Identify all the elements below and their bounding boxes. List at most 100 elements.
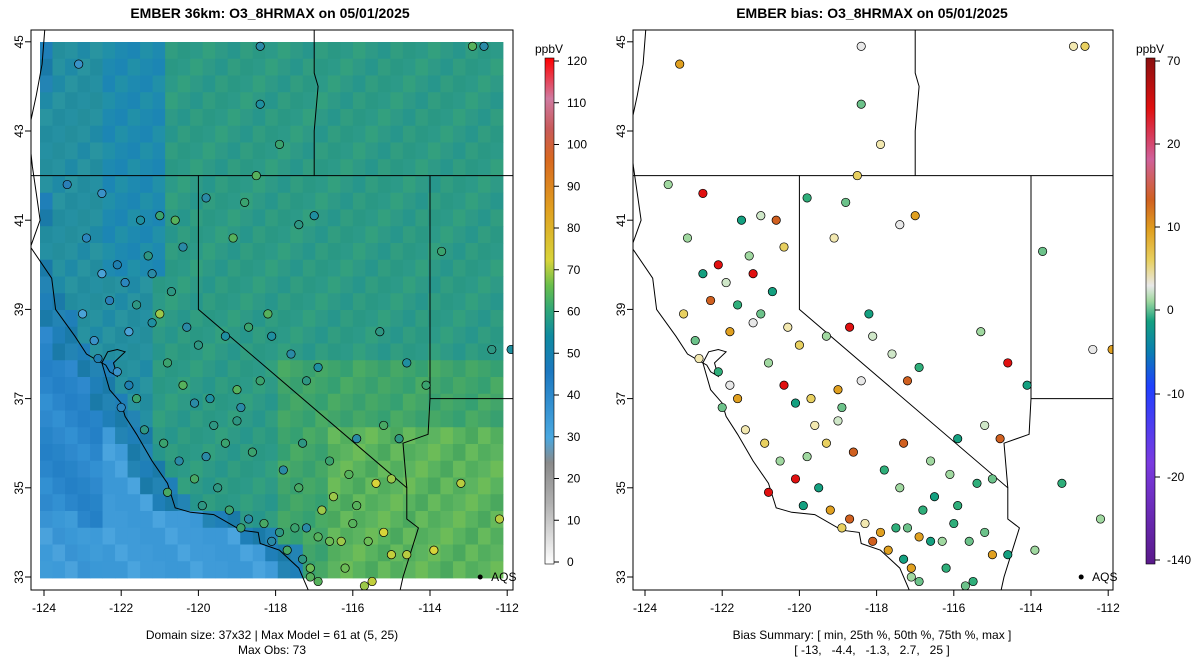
grid-cell: [327, 293, 341, 311]
grid-cell: [102, 410, 116, 428]
grid-cell: [490, 176, 504, 194]
grid-cell: [202, 561, 216, 579]
obs-site-marker: [402, 550, 412, 560]
grid-cell: [152, 176, 166, 194]
grid-cell: [477, 243, 491, 261]
grid-cell: [240, 109, 254, 127]
grid-cell: [77, 259, 91, 277]
cbar-tick-label: 10: [567, 513, 581, 527]
bias-site-marker: [733, 300, 743, 310]
grid-cell: [152, 511, 166, 529]
grid-cell: [65, 243, 78, 261]
obs-site-marker: [336, 536, 346, 546]
grid-cell: [77, 511, 91, 529]
obs-site-marker: [267, 536, 277, 546]
grid-cell: [202, 159, 216, 177]
aqs-marker: AQS: [1078, 570, 1118, 584]
grid-cell: [252, 460, 266, 478]
grid-cell: [315, 511, 329, 529]
cbar-tick-label: 50: [567, 346, 581, 360]
bias-site-marker: [833, 416, 843, 426]
bias-site-marker: [1095, 514, 1106, 524]
grid-cell: [190, 142, 204, 160]
grid-cell: [140, 511, 154, 529]
grid-cell: [115, 243, 128, 261]
grid-cell: [265, 226, 279, 244]
grid-cell: [102, 243, 116, 261]
grid-cell: [415, 226, 429, 244]
obs-site-marker: [236, 523, 246, 533]
grid-cell: [302, 243, 316, 261]
grid-cell: [152, 92, 166, 110]
grid-cell: [440, 444, 454, 462]
grid-cell: [290, 326, 304, 344]
bias-site-marker: [690, 336, 700, 346]
grid-cell: [265, 360, 279, 378]
grid-cell: [165, 310, 179, 328]
right-map-plot: -124 -122 -120 -118 -116 -114 -112 45 43 41 39 37 3…: [614, 29, 1120, 615]
grid-cell: [77, 410, 91, 428]
grid-cell: [202, 243, 216, 261]
grid-cell: [477, 460, 491, 478]
grid-cell: [327, 326, 341, 344]
state-border: [914, 30, 920, 176]
grid-cell: [252, 209, 266, 227]
grid-cell: [40, 192, 53, 210]
grid-cell: [265, 427, 279, 445]
grid-cell: [365, 159, 379, 177]
grid-cell: [240, 92, 254, 110]
y-tick-label: 37: [12, 392, 26, 406]
grid-cell: [140, 527, 154, 545]
grid-cell: [277, 427, 291, 445]
obs-site-marker: [344, 469, 354, 479]
grid-cell: [40, 477, 53, 495]
grid-cell: [52, 159, 66, 177]
grid-cell: [215, 276, 229, 294]
obs-site-marker: [155, 309, 165, 319]
y-tick-label: 39: [12, 302, 26, 316]
grid-cell: [427, 343, 441, 361]
right-colorbar: 70 20 10 0 -10 -20 -140: [1145, 54, 1191, 567]
grid-cell: [102, 58, 116, 76]
grid-cell: [477, 75, 491, 93]
grid-cell: [52, 527, 66, 545]
grid-cell: [402, 75, 416, 93]
grid-cell: [390, 192, 404, 210]
grid-cell: [190, 511, 204, 529]
grid-cell: [127, 310, 141, 328]
grid-cell: [465, 209, 479, 227]
grid-cell: [440, 544, 454, 562]
grid-cell: [127, 192, 141, 210]
grid-cell: [127, 58, 141, 76]
grid-cell: [315, 310, 329, 328]
grid-cell: [165, 75, 179, 93]
grid-cell: [52, 444, 66, 462]
grid-cell: [365, 393, 379, 411]
grid-cell: [102, 477, 116, 495]
grid-cell: [65, 393, 78, 411]
obs-site-marker: [143, 251, 153, 261]
y-tick-label: 43: [12, 124, 26, 138]
grid-cell: [215, 527, 229, 545]
bias-site-marker: [810, 420, 820, 430]
obs-site-marker: [255, 376, 265, 386]
grid-cell: [165, 176, 179, 194]
grid-cell: [115, 75, 128, 93]
grid-cell: [377, 58, 391, 76]
grid-cell: [265, 460, 279, 478]
grid-cell: [427, 92, 441, 110]
grid-cell: [177, 58, 191, 76]
grid-cell: [302, 192, 316, 210]
grid-cell: [415, 276, 429, 294]
grid-cell: [340, 209, 354, 227]
grid-cell: [452, 142, 466, 160]
grid-cell: [215, 494, 229, 512]
grid-cell: [465, 326, 479, 344]
bias-site-marker: [771, 215, 781, 225]
grid-cell: [77, 494, 91, 512]
grid-cell: [227, 460, 241, 478]
grid-cell: [290, 109, 304, 127]
grid-cell: [127, 276, 141, 294]
grid-cell: [265, 75, 279, 93]
grid-cell: [477, 259, 491, 277]
